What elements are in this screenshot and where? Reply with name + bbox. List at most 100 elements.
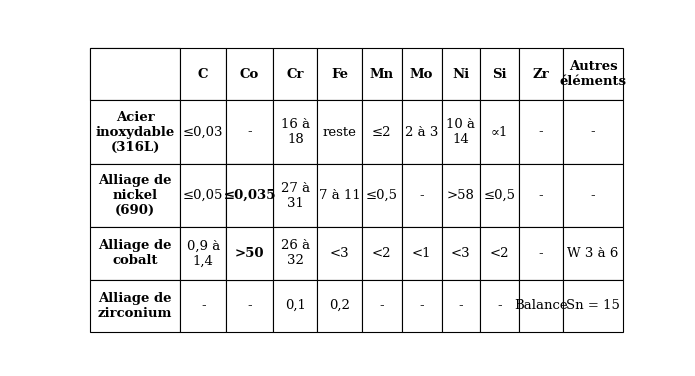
Text: -: - [459,299,464,312]
Bar [480,48,519,100]
Bar [318,164,361,227]
Bar [273,48,318,100]
Text: 0,2: 0,2 [329,299,350,312]
Bar [402,227,441,279]
Text: Co: Co [240,68,259,80]
Bar [480,100,519,164]
Text: 16 à
18: 16 à 18 [281,118,310,146]
Bar [90,279,181,332]
Bar [226,100,273,164]
Text: 0,1: 0,1 [285,299,306,312]
Text: Sn = 15: Sn = 15 [566,299,620,312]
Bar [90,48,181,100]
Bar [441,100,480,164]
Text: <2: <2 [490,247,509,260]
Text: 27 à
31: 27 à 31 [281,182,310,209]
Bar [480,227,519,279]
Text: 26 à
32: 26 à 32 [281,240,310,267]
Bar [361,227,402,279]
Bar [480,279,519,332]
Bar [563,279,623,332]
Bar [318,227,361,279]
Bar [441,227,480,279]
Text: -: - [539,247,543,260]
Text: Mn: Mn [370,68,394,80]
Text: -: - [591,126,596,138]
Bar [90,227,181,279]
Bar [441,279,480,332]
Bar [361,100,402,164]
Bar [318,48,361,100]
Bar [226,227,273,279]
Bar [402,48,441,100]
Text: <3: <3 [451,247,471,260]
Text: 7 à 11: 7 à 11 [319,189,361,202]
Text: ≤0,05: ≤0,05 [183,189,223,202]
Bar [361,164,402,227]
Bar [181,227,226,279]
Bar [226,164,273,227]
Text: Alliage de
zirconium: Alliage de zirconium [98,292,172,320]
Bar [402,100,441,164]
Text: reste: reste [322,126,357,138]
Text: >50: >50 [235,247,264,260]
Text: Ni: Ni [452,68,470,80]
Bar [90,164,181,227]
Text: <1: <1 [412,247,432,260]
Text: <3: <3 [330,247,350,260]
Text: ≤0,5: ≤0,5 [484,189,516,202]
Bar [226,227,273,279]
Text: -: - [247,126,252,138]
Text: Fe: Fe [331,68,348,80]
Text: 2 à 3: 2 à 3 [405,126,439,138]
Text: 10 à
14: 10 à 14 [446,118,475,146]
Text: -: - [591,189,596,202]
Bar [361,279,402,332]
Text: Mo: Mo [410,68,433,80]
Text: 0,9 à
1,4: 0,9 à 1,4 [186,240,220,267]
Text: ≤0,03: ≤0,03 [183,126,224,138]
Text: ≤0,5: ≤0,5 [366,189,398,202]
Bar [402,164,441,227]
Bar [563,227,623,279]
Text: -: - [539,126,543,138]
Bar [226,279,273,332]
Bar [90,48,181,100]
Text: Si: Si [492,68,507,80]
Text: Zr: Zr [533,68,550,80]
Text: -: - [419,299,424,312]
Bar [519,100,563,164]
Text: <2: <2 [372,247,391,260]
Bar [273,279,318,332]
Text: -: - [419,189,424,202]
Bar [441,164,480,227]
Bar [273,227,318,279]
Bar [519,279,563,332]
Text: Balance: Balance [514,299,568,312]
Bar [181,100,226,164]
Text: -: - [498,299,502,312]
Bar [181,279,226,332]
Text: Alliage de
nickel
(690): Alliage de nickel (690) [98,174,172,217]
Text: >58: >58 [447,189,475,202]
Bar [90,100,181,164]
Bar [519,48,563,100]
Bar [181,164,226,227]
Bar [563,100,623,164]
Text: -: - [201,299,206,312]
Bar [361,48,402,100]
Bar [273,100,318,164]
Bar [273,164,318,227]
Bar [318,279,361,332]
Text: ≤0,035: ≤0,035 [223,189,276,202]
Text: >50: >50 [235,247,264,260]
Text: Autres
éléments: Autres éléments [559,60,626,88]
Bar [181,48,226,100]
Bar [318,100,361,164]
Text: ≤2: ≤2 [372,126,391,138]
Bar [441,48,480,100]
Bar [563,164,623,227]
Text: -: - [539,189,543,202]
Bar [480,164,519,227]
Bar [402,279,441,332]
